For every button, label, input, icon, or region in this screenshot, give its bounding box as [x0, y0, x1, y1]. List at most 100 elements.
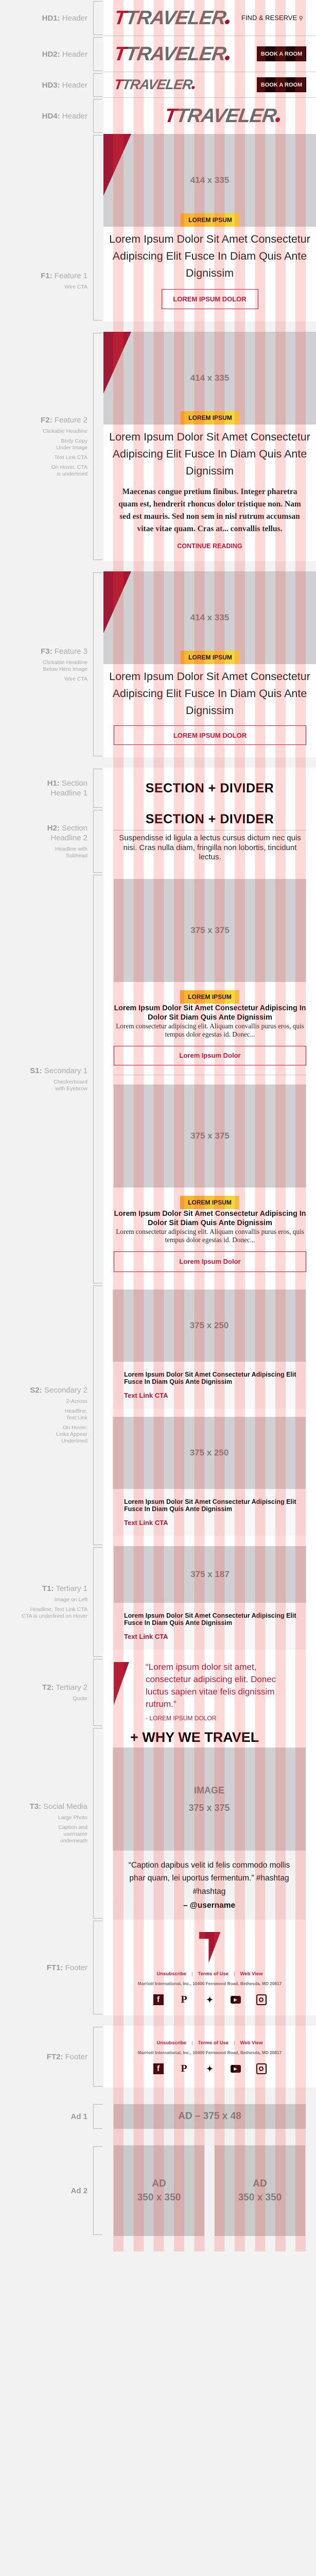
image-placeholder: 375 x 250 — [113, 1289, 306, 1362]
label-note: Clickable Headline — [43, 659, 87, 666]
section-ft2: FT2: Footer Unsubscribe | Terms of Use | Web… — [0, 2026, 316, 2088]
label-f3: F3: Feature 3 — [41, 647, 87, 656]
card-headline[interactable]: Lorem Ipsum Dolor Sit Amet Consectetur A… — [124, 1612, 296, 1626]
label-note: Image on Left — [54, 1597, 87, 1603]
label-note: On Hover: — [63, 1425, 87, 1431]
pinterest-icon[interactable]: P — [181, 2063, 187, 2074]
section-hd4: HD4: Header TTRAVELER — [0, 98, 316, 134]
image-title: IMAGE — [194, 1785, 224, 1795]
label-note: Headline, — [64, 1408, 87, 1414]
instagram-icon[interactable] — [256, 1994, 267, 2005]
label-h2: H2: Section Headline 2 — [47, 823, 87, 842]
label-note: Body Copy — [61, 438, 87, 444]
image-placeholder: 375 x 187 — [114, 1546, 306, 1603]
label-note: with Eyebrow — [55, 1085, 87, 1092]
section-f3: F3: Feature 3 Clickable Headline Below H… — [0, 571, 316, 757]
label-note: username — [63, 1831, 87, 1838]
feature-headline[interactable]: Lorem Ipsum Dolor Sit Amet Consectetur A… — [109, 431, 310, 477]
instagram-icon[interactable] — [256, 2063, 267, 2074]
image-size: 375 x 375 — [188, 1802, 230, 1813]
text-link-cta[interactable]: Text Link CTA — [124, 1632, 168, 1640]
book-room-button[interactable]: BOOK A ROOM — [257, 77, 306, 92]
ad-square[interactable]: AD 350 x 350 — [114, 2145, 204, 2236]
hero-image-placeholder: 414 x 335 LOREM IPSUM — [103, 134, 316, 227]
traveler-logo[interactable]: TTRAVELER — [113, 7, 232, 29]
section-headline-1: SECTION + DIVIDER — [145, 781, 274, 795]
find-reserve-link[interactable]: FIND & RESERVE ⚲ — [241, 14, 303, 22]
separator: | — [191, 1971, 193, 1977]
social-icons: f P ✦ ▶ — [103, 1994, 316, 2005]
twitter-icon[interactable]: ✦ — [206, 1995, 214, 2005]
wire-cta-button[interactable]: Lorem Ipsum Dolor — [114, 1251, 306, 1272]
facebook-icon[interactable]: f — [153, 1994, 164, 2005]
section-bracket — [93, 2146, 102, 2235]
label-note: Wire CTA — [64, 675, 87, 682]
social-username[interactable]: – @username — [183, 1901, 236, 1910]
label-note: Wire CTA — [64, 284, 87, 290]
label-note: Caption and — [58, 1824, 87, 1831]
web-view-link[interactable]: Web View — [240, 2040, 263, 2046]
facebook-icon[interactable]: f — [153, 2063, 164, 2074]
ad-size: 350 x 350 — [238, 2192, 282, 2203]
section-bracket — [93, 99, 102, 133]
eyebrow-badge: LOREM IPSUM — [180, 990, 239, 1004]
feature-headline[interactable]: Lorem Ipsum Dolor Sit Amet Consectetur A… — [109, 670, 310, 717]
label-note: is underlined — [57, 471, 87, 477]
wire-cta-button[interactable]: LOREM IPSUM DOLOR — [161, 289, 258, 309]
hero-image-placeholder: 414 x 335 LOREM IPSUM — [103, 571, 316, 664]
pinterest-icon[interactable]: P — [181, 1994, 187, 2005]
label-ft1: FT1: Footer — [46, 1963, 87, 1972]
section-bracket — [93, 1, 102, 35]
social-caption: “Caption dapibus velit id felis commodo … — [128, 1860, 290, 1896]
eyebrow-badge: LOREM IPSUM — [181, 651, 240, 664]
ad-banner[interactable]: AD – 375 x 48 — [114, 2104, 306, 2129]
traveler-logo[interactable]: TTRAVELER — [113, 77, 196, 93]
ad-title: AD — [253, 2178, 267, 2189]
ad-square[interactable]: AD 350 x 350 — [215, 2145, 305, 2236]
label-hd1: HD1: Header — [42, 13, 87, 23]
secondary-headline[interactable]: Lorem Ipsum Dolor Sit Amet Consectetur A… — [114, 1209, 306, 1227]
web-view-link[interactable]: Web View — [240, 1971, 263, 1977]
wire-cta-button[interactable]: LOREM IPSUM DOLOR — [114, 725, 306, 745]
eyebrow-badge: LOREM IPSUM — [181, 411, 240, 425]
section-h1: H1: Section Headline 1 SECTION + DIVIDER — [0, 768, 316, 809]
card-headline[interactable]: Lorem Ipsum Dolor Sit Amet Consectetur A… — [124, 1370, 296, 1385]
hero-image-placeholder: 414 x 335 LOREM IPSUM — [103, 332, 316, 425]
section-h2: H2: Section Headline 2 Headline with Subh… — [0, 809, 316, 874]
label-note: Headline with — [55, 845, 87, 852]
section-bracket — [93, 1921, 102, 2014]
section-bracket — [93, 810, 102, 873]
feature-body-copy: Maecenas congue pretium finibus. Integer… — [118, 487, 301, 533]
wire-cta-button[interactable]: Lorem Ipsum Dolor — [114, 1045, 306, 1065]
continue-reading-link[interactable]: CONTINUE READING — [177, 543, 242, 550]
youtube-icon[interactable]: ▶ — [230, 2065, 241, 2073]
text-block: Lorem Ipsum Dolor Sit Amet Consectetur A… — [113, 1602, 307, 1650]
unsubscribe-link[interactable]: Unsubscribe — [156, 2040, 187, 2046]
youtube-icon[interactable]: ▶ — [230, 1996, 241, 2004]
traveler-logo[interactable]: TTRAVELER — [113, 43, 232, 65]
label-f1: F1: Feature 1 — [41, 272, 87, 280]
label-note: Checkerboard — [54, 1078, 87, 1085]
unsubscribe-link[interactable]: Unsubscribe — [156, 1971, 187, 1977]
image-placeholder: 375 x 250 — [113, 1416, 306, 1489]
twitter-icon[interactable]: ✦ — [206, 2064, 214, 2074]
brand-mark-logo — [199, 1932, 221, 1963]
traveler-logo[interactable]: TTRAVELER — [163, 105, 282, 127]
section-bracket — [93, 333, 102, 560]
terms-link[interactable]: Terms of Use — [198, 2040, 229, 2046]
text-link-cta[interactable]: Text Link CTA — [124, 1518, 168, 1527]
secondary-body: Lorem consectetur adipiscing elit. Aliqu… — [116, 1022, 304, 1038]
section-bracket — [93, 1285, 102, 1545]
label-note: Text Link CTA — [54, 454, 87, 461]
text-link-cta[interactable]: Text Link CTA — [124, 1391, 168, 1399]
card-headline[interactable]: Lorem Ipsum Dolor Sit Amet Consectetur A… — [124, 1498, 296, 1513]
social-image-placeholder: IMAGE 375 x 375 — [113, 1747, 306, 1851]
secondary-headline[interactable]: Lorem Ipsum Dolor Sit Amet Consectetur A… — [114, 1004, 306, 1022]
section-bracket — [93, 2027, 102, 2087]
terms-link[interactable]: Terms of Use — [198, 1971, 229, 1977]
section-gap — [0, 561, 316, 571]
label-hd3: HD3: Header — [42, 80, 87, 90]
feature-headline[interactable]: Lorem Ipsum Dolor Sit Amet Consectetur A… — [109, 233, 310, 279]
label-s1: S1: Secondary 1 — [30, 1066, 87, 1075]
book-room-button[interactable]: BOOK A ROOM — [257, 46, 306, 61]
